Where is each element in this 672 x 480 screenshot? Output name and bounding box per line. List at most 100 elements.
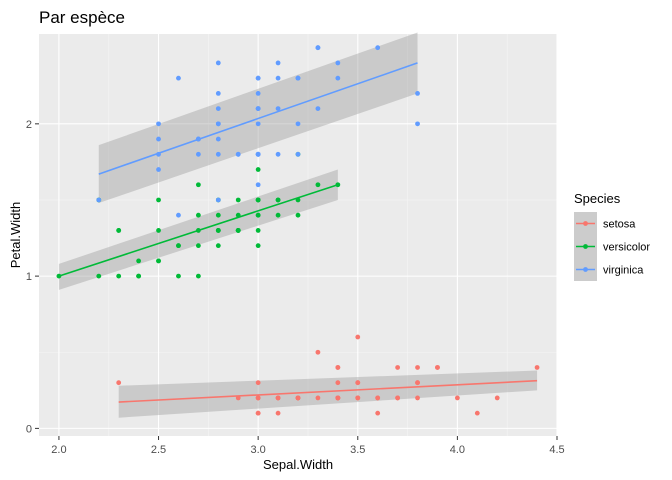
point-virginica bbox=[195, 151, 201, 157]
point-virginica bbox=[215, 151, 221, 157]
point-versicolor bbox=[156, 197, 161, 203]
point-setosa bbox=[295, 395, 301, 401]
regression-line-virginica bbox=[98, 62, 418, 175]
point-versicolor bbox=[275, 197, 281, 203]
point-virginica bbox=[375, 45, 381, 51]
major-gridlines bbox=[39, 34, 558, 436]
point-virginica bbox=[215, 136, 221, 142]
point-virginica bbox=[156, 151, 161, 157]
point-versicolor bbox=[136, 258, 142, 264]
legend: Species setosa versicolor virginica bbox=[574, 191, 650, 281]
point-versicolor bbox=[156, 258, 161, 264]
y-axis-title: Petal.Width bbox=[8, 202, 23, 268]
point-versicolor bbox=[96, 273, 102, 279]
point-versicolor bbox=[176, 243, 181, 249]
point-setosa bbox=[255, 380, 261, 386]
point-versicolor bbox=[235, 197, 241, 203]
point-versicolor bbox=[255, 243, 261, 249]
point-setosa bbox=[235, 395, 241, 401]
point-versicolor bbox=[235, 228, 241, 233]
point-virginica bbox=[215, 60, 221, 66]
point-virginica bbox=[215, 106, 221, 112]
point-versicolor bbox=[215, 212, 221, 218]
point-setosa bbox=[315, 349, 321, 355]
x-axis-title: Sepal.Width bbox=[263, 457, 333, 472]
legend-marker-versicolor bbox=[583, 244, 588, 249]
regression-line-setosa bbox=[118, 379, 538, 403]
point-virginica bbox=[415, 121, 420, 127]
legend-label-setosa: setosa bbox=[603, 219, 636, 231]
point-virginica bbox=[255, 121, 261, 127]
legend-title: Species bbox=[574, 191, 621, 206]
point-setosa bbox=[415, 365, 420, 370]
point-versicolor bbox=[295, 212, 301, 218]
point-versicolor bbox=[195, 228, 201, 233]
point-virginica bbox=[215, 121, 221, 127]
point-setosa bbox=[474, 410, 480, 416]
point-versicolor bbox=[56, 273, 62, 279]
point-setosa bbox=[355, 334, 361, 340]
point-setosa bbox=[454, 395, 460, 401]
point-versicolor bbox=[255, 197, 261, 203]
point-virginica bbox=[335, 75, 341, 81]
point-virginica bbox=[255, 151, 261, 157]
point-setosa bbox=[275, 395, 281, 401]
point-versicolor bbox=[235, 212, 241, 218]
point-setosa bbox=[335, 365, 341, 370]
point-virginica bbox=[156, 136, 161, 142]
point-setosa bbox=[395, 395, 401, 401]
point-versicolor bbox=[195, 212, 201, 218]
legend-marker-setosa bbox=[583, 221, 588, 226]
point-virginica bbox=[275, 151, 281, 157]
legend-label-virginica: virginica bbox=[603, 265, 644, 277]
point-versicolor bbox=[255, 167, 261, 172]
y-tick-label: 1 bbox=[26, 271, 32, 283]
confidence-band-setosa bbox=[118, 370, 538, 418]
point-setosa bbox=[355, 395, 361, 401]
point-setosa bbox=[315, 395, 321, 401]
point-setosa bbox=[435, 365, 440, 370]
point-virginica bbox=[96, 197, 102, 203]
x-axis: 2.0 2.5 3.0 3.5 4.0 4.5 bbox=[51, 436, 565, 456]
point-versicolor bbox=[195, 243, 201, 249]
x-tick-label: 3.0 bbox=[251, 444, 266, 456]
x-tick-label: 2.0 bbox=[51, 444, 66, 456]
point-virginica bbox=[335, 60, 341, 66]
point-versicolor bbox=[255, 212, 261, 218]
x-tick-label: 3.5 bbox=[350, 444, 365, 456]
point-setosa bbox=[375, 410, 381, 416]
point-versicolor bbox=[176, 273, 181, 279]
point-setosa bbox=[275, 410, 281, 416]
point-setosa bbox=[335, 380, 341, 386]
plot-panel bbox=[39, 34, 557, 436]
x-tick-label: 2.5 bbox=[151, 444, 166, 456]
point-virginica bbox=[255, 90, 261, 96]
point-setosa bbox=[335, 395, 341, 401]
point-versicolor bbox=[195, 182, 201, 188]
legend-marker-virginica bbox=[583, 267, 588, 272]
point-virginica bbox=[255, 106, 261, 112]
point-setosa bbox=[375, 395, 381, 401]
point-setosa bbox=[355, 380, 361, 386]
point-virginica bbox=[255, 182, 261, 188]
point-virginica bbox=[295, 121, 301, 127]
point-versicolor bbox=[195, 273, 201, 279]
point-setosa bbox=[116, 380, 122, 386]
point-virginica bbox=[295, 151, 301, 157]
point-virginica bbox=[235, 151, 241, 157]
point-virginica bbox=[315, 45, 321, 51]
point-versicolor bbox=[156, 228, 161, 233]
point-setosa bbox=[255, 410, 261, 416]
point-versicolor bbox=[116, 228, 122, 233]
point-virginica bbox=[415, 90, 420, 96]
point-versicolor bbox=[136, 273, 142, 279]
point-setosa bbox=[395, 365, 401, 370]
point-versicolor bbox=[255, 228, 261, 233]
point-setosa bbox=[255, 395, 261, 401]
x-tick-label: 4.5 bbox=[549, 444, 564, 456]
point-setosa bbox=[494, 395, 500, 401]
point-virginica bbox=[156, 167, 161, 172]
point-setosa bbox=[415, 395, 420, 401]
point-virginica bbox=[156, 121, 161, 127]
point-virginica bbox=[255, 75, 261, 81]
